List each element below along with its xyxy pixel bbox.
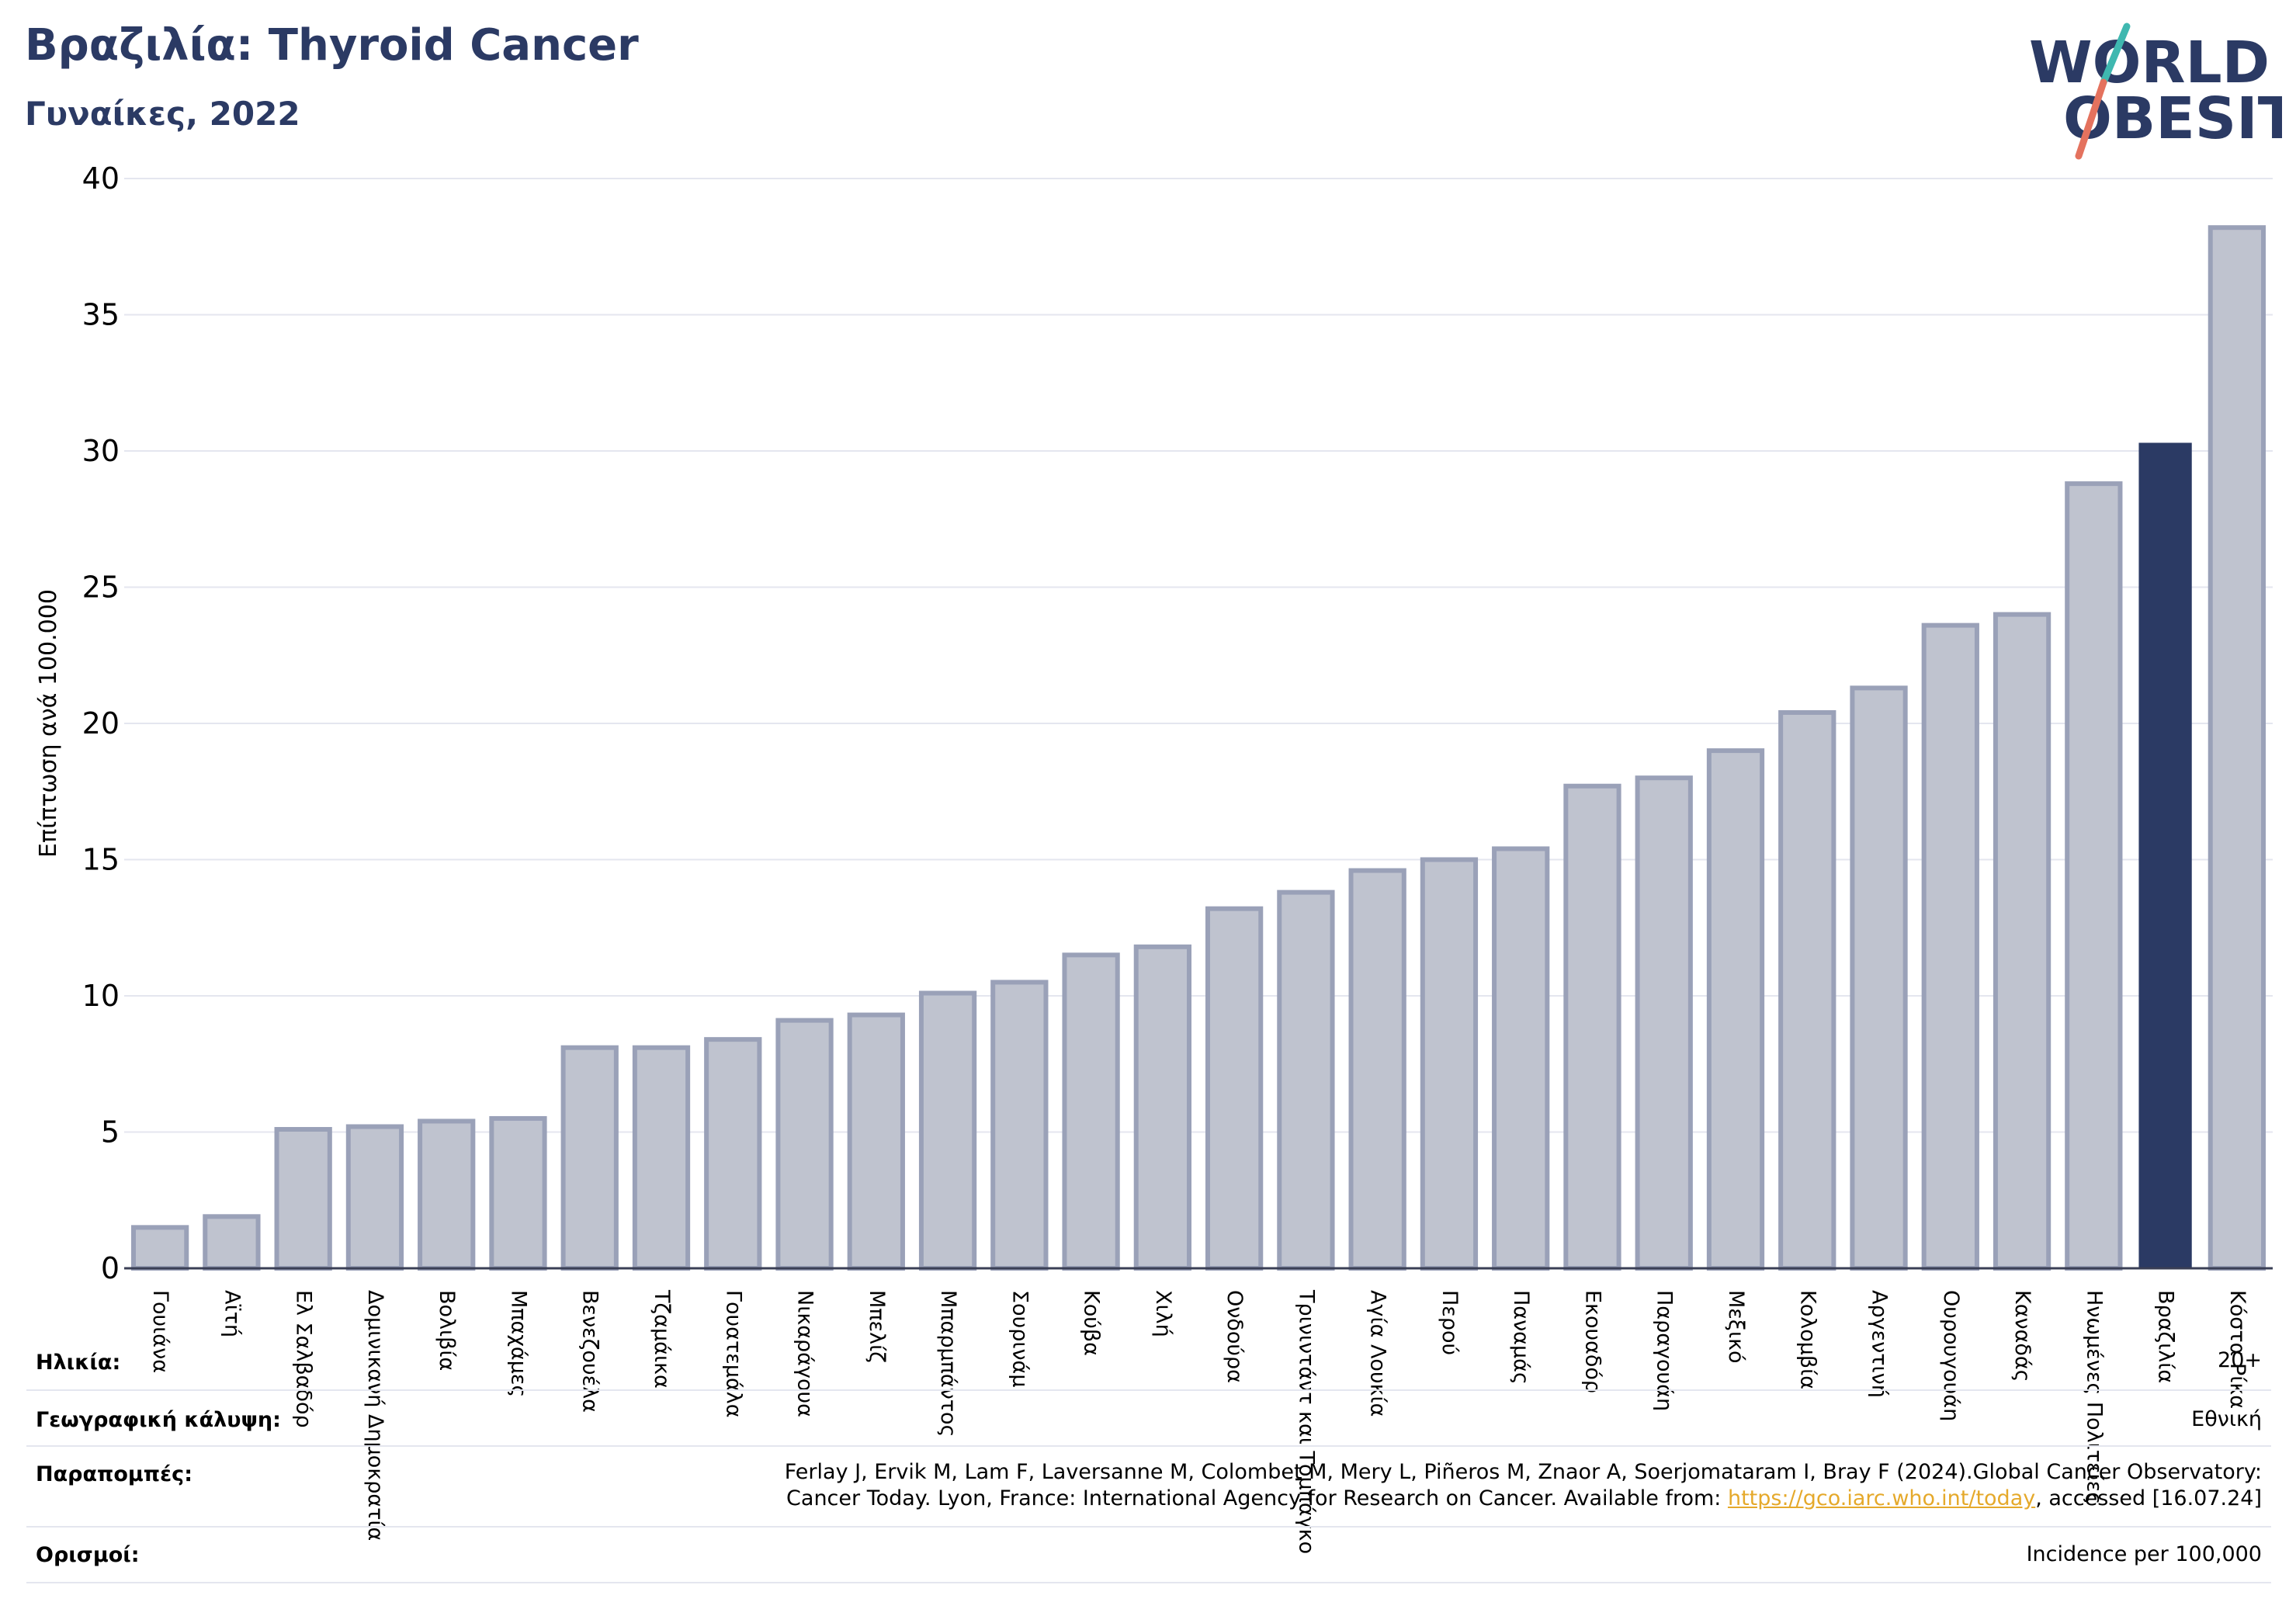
bar xyxy=(489,1115,547,1271)
bar xyxy=(560,1045,619,1271)
definitions-label: Ορισμοί: xyxy=(36,1543,140,1567)
bar xyxy=(847,1012,905,1271)
x-tick-label: Παραγουάη xyxy=(1653,1290,1677,1411)
x-tick-label: Κόστα Ρίκα xyxy=(2225,1290,2249,1409)
y-tick-label: 20 xyxy=(82,706,120,740)
footer-row-references: Παραπομπές: Ferlay J, Ervik M, Lam F, La… xyxy=(26,1445,2271,1528)
bar xyxy=(704,1037,762,1271)
logo-line1: WORLD xyxy=(2029,29,2270,96)
world-obesity-logo: WORLD OBESITY xyxy=(2029,23,2282,160)
bar xyxy=(1277,890,1335,1271)
x-tick-label: Αργεντινή xyxy=(1868,1290,1892,1398)
bars xyxy=(130,225,2267,1271)
x-tick-label: Αγία Λουκία xyxy=(1366,1290,1390,1417)
bar xyxy=(1492,846,1550,1271)
references-line2-pre: Cancer Today. Lyon, France: Internationa… xyxy=(786,1486,1728,1510)
bar xyxy=(203,1214,261,1271)
x-tick-label: Ηνωμένες Πολιτείες xyxy=(2082,1290,2106,1504)
x-tick-label: Γουατεμάλα xyxy=(721,1290,745,1418)
x-tick-label: Περού xyxy=(1438,1290,1462,1355)
bar xyxy=(1205,906,1264,1271)
footer-row-age: Ηλικία: 20+ xyxy=(26,1333,2271,1391)
x-tick-labels: Γουιάνα Αϊτή Ελ Σαλβαδόρ Δομινικανή Δημοκρα… xyxy=(148,1289,2249,1554)
y-tick-labels: 0 5 10 15 20 25 30 35 40 xyxy=(82,161,120,1285)
x-tick-label: Νικαράγουα xyxy=(793,1290,817,1417)
bar xyxy=(918,990,977,1271)
x-tick-label: Γουιάνα xyxy=(148,1290,172,1373)
x-tick-label: Δομινικανή Δημοκρατία xyxy=(363,1290,387,1541)
chart-title: Βραζιλία: Thyroid Cancer xyxy=(25,20,639,71)
x-tick-label: Μπαρμπάντος xyxy=(936,1290,960,1437)
x-tick-label: Χιλή xyxy=(1151,1290,1175,1337)
bar xyxy=(2208,225,2267,1271)
bar xyxy=(1635,775,1693,1271)
logo-slash-bottom xyxy=(2075,78,2107,160)
bar xyxy=(2065,481,2123,1271)
bar xyxy=(1778,709,1836,1271)
chart-subtitle: Γυναίκες, 2022 xyxy=(25,95,300,133)
y-tick-label: 40 xyxy=(82,161,120,196)
x-tick-label: Ουρουγουάη xyxy=(1939,1290,1963,1421)
references-value: Ferlay J, Ervik M, Lam F, Laversanne M, … xyxy=(785,1459,2262,1512)
bar xyxy=(1850,685,1908,1271)
x-tick-label: Ονδούρα xyxy=(1223,1290,1247,1383)
y-tick-label: 0 xyxy=(101,1251,120,1285)
x-tick-label: Παναμάς xyxy=(1509,1290,1533,1385)
x-tick-label: Εκουαδόρ xyxy=(1580,1290,1604,1393)
x-tick-label: Ελ Σαλβαδόρ xyxy=(292,1290,316,1428)
x-tick-label: Μπελίζ xyxy=(865,1290,889,1363)
bar xyxy=(1420,857,1479,1271)
y-axis-label: Επίπτωση ανά 100.000 xyxy=(35,589,62,858)
x-tick-label: Βολιβία xyxy=(435,1290,459,1371)
bar xyxy=(418,1118,476,1271)
bar xyxy=(130,1225,189,1271)
bar xyxy=(345,1124,404,1271)
definitions-value: Incidence per 100,000 xyxy=(2026,1542,2262,1566)
y-tick-label: 5 xyxy=(101,1115,120,1150)
y-tick-label: 25 xyxy=(82,570,120,605)
x-tick-label: Μπαχάμες xyxy=(506,1290,530,1397)
bar xyxy=(990,980,1049,1271)
bar xyxy=(1563,783,1621,1271)
bar xyxy=(274,1126,332,1271)
bar xyxy=(775,1018,834,1271)
x-tick-label: Αϊτή xyxy=(220,1290,244,1337)
bar xyxy=(632,1045,691,1271)
x-tick-label: Σουρινάμ xyxy=(1008,1290,1032,1388)
references-label: Παραπομπές: xyxy=(36,1462,192,1486)
x-tick-label: Μεξικό xyxy=(1724,1290,1748,1364)
bar xyxy=(1706,748,1765,1271)
x-tick-label: Τρινιντάντ και Τομπάγκο xyxy=(1294,1289,1318,1554)
footer-row-definitions: Ορισμοί: Incidence per 100,000 xyxy=(26,1526,2271,1583)
coverage-label: Γεωγραφική κάλυψη: xyxy=(36,1408,281,1432)
logo-slash-top xyxy=(2100,23,2131,86)
x-tick-label: Κούβα xyxy=(1080,1290,1104,1356)
y-tick-label: 30 xyxy=(82,434,120,468)
age-label: Ηλικία: xyxy=(36,1351,121,1375)
footer-row-coverage: Γεωγραφική κάλυψη: Εθνική xyxy=(26,1389,2271,1447)
y-tick-label: 10 xyxy=(82,979,120,1013)
references-line1: Ferlay J, Ervik M, Lam F, Laversanne M, … xyxy=(784,1460,2262,1484)
references-line2-post: , accessed [16.07.24] xyxy=(2035,1486,2262,1510)
coverage-value: Εθνική xyxy=(2191,1407,2262,1431)
gridlines xyxy=(124,178,2273,1133)
references-line2: Cancer Today. Lyon, France: Internationa… xyxy=(785,1486,2262,1512)
bar xyxy=(1921,622,1979,1271)
y-tick-label: 35 xyxy=(82,298,120,332)
bar xyxy=(1993,612,2051,1271)
x-tick-label: Βραζιλία xyxy=(2154,1290,2178,1383)
bar xyxy=(1062,952,1120,1271)
x-tick-label: Βενεζουέλα xyxy=(578,1290,602,1413)
age-value: 20+ xyxy=(2218,1348,2262,1372)
x-tick-label: Τζαμάικα xyxy=(650,1289,674,1389)
x-tick-label: Κολομβία xyxy=(1795,1290,1819,1389)
bar xyxy=(1133,944,1192,1271)
references-link[interactable]: https://gco.iarc.who.int/today xyxy=(1727,1486,2036,1510)
bar xyxy=(1348,868,1406,1271)
x-tick-label: Καναδάς xyxy=(2010,1290,2034,1382)
bar xyxy=(2138,442,2192,1268)
y-tick-label: 15 xyxy=(82,843,120,877)
